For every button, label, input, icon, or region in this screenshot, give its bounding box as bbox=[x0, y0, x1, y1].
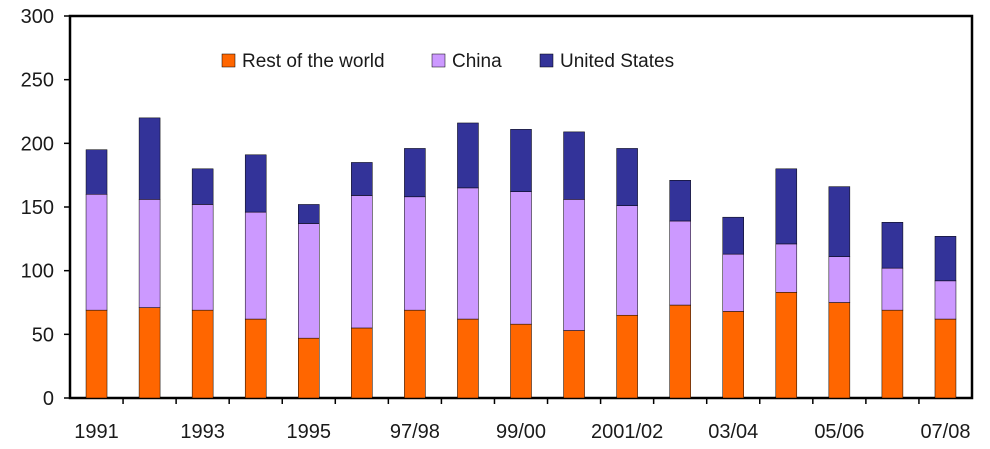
bar-segment-united-states bbox=[616, 148, 638, 206]
bar-segment-rest-of-the-world bbox=[563, 330, 585, 399]
bar-segment-rest-of-the-world bbox=[669, 304, 691, 399]
x-axis: 1991 1993 1995 97/98 99/00 2001/02 03/04 05/06 0… bbox=[74, 398, 971, 443]
x-tick-label: 1993 bbox=[180, 421, 225, 443]
bar-segment-united-states bbox=[138, 117, 161, 200]
bars bbox=[85, 117, 957, 399]
bar-segment-rest-of-the-world bbox=[351, 327, 373, 399]
legend-swatch-united-states bbox=[539, 53, 554, 68]
bar-segment-united-states bbox=[722, 216, 744, 255]
legend-swatch-rest-of-the-world bbox=[221, 53, 236, 68]
bar-segment-china bbox=[775, 243, 798, 293]
bar-segment-rest-of-the-world bbox=[616, 314, 638, 399]
bar-segment-china bbox=[244, 211, 267, 320]
bar-segment-china bbox=[457, 187, 479, 320]
bar-segment-rest-of-the-world bbox=[298, 337, 320, 399]
bar-segment-united-states bbox=[244, 154, 267, 213]
bar-segment-united-states bbox=[191, 168, 214, 205]
bar-segment-china bbox=[669, 220, 691, 306]
y-tick-label: 0 bbox=[43, 388, 54, 410]
bar-segment-china bbox=[934, 280, 957, 320]
bar-segment-rest-of-the-world bbox=[934, 318, 957, 399]
bar-segment-united-states bbox=[85, 149, 108, 195]
x-tick-label: 03/04 bbox=[708, 421, 758, 443]
y-tick-label: 250 bbox=[21, 70, 54, 92]
bar-segment-united-states bbox=[669, 180, 691, 222]
bar-segment-rest-of-the-world bbox=[404, 309, 426, 399]
bar-segment-united-states bbox=[404, 148, 426, 198]
bar-segment-china bbox=[563, 199, 585, 331]
y-tick-label: 300 bbox=[21, 6, 54, 28]
x-tick-label: 05/06 bbox=[814, 421, 864, 443]
bar-segment-united-states bbox=[775, 168, 798, 245]
x-tick-label: 07/08 bbox=[920, 421, 970, 443]
bar-segment-china bbox=[616, 205, 638, 316]
y-axis: 0 50 100 150 200 250 300 bbox=[21, 6, 70, 410]
bar-segment-united-states bbox=[457, 122, 479, 189]
bar-segment-china bbox=[881, 267, 904, 311]
bar-segment-china bbox=[510, 191, 532, 325]
bar-segment-rest-of-the-world bbox=[244, 318, 267, 399]
bar-segment-china bbox=[298, 223, 320, 339]
bar-segment-united-states bbox=[298, 204, 320, 224]
x-tick-label: 99/00 bbox=[496, 421, 546, 443]
bar-segment-united-states bbox=[934, 236, 957, 282]
bar-segment-china bbox=[138, 199, 161, 308]
y-tick-label: 100 bbox=[21, 261, 54, 283]
x-tick-label: 97/98 bbox=[390, 421, 440, 443]
x-tick-label: 2001/02 bbox=[591, 421, 663, 443]
legend-swatch-china bbox=[431, 53, 446, 68]
x-tick-label: 1995 bbox=[287, 421, 332, 443]
y-tick-label: 200 bbox=[21, 133, 54, 155]
bar-segment-rest-of-the-world bbox=[775, 292, 798, 399]
bar-segment-united-states bbox=[510, 129, 532, 192]
bar-segment-rest-of-the-world bbox=[138, 307, 161, 399]
bar-segment-china bbox=[85, 194, 108, 311]
legend-label-china: China bbox=[452, 51, 502, 72]
bar-segment-rest-of-the-world bbox=[828, 302, 851, 399]
legend-label-united-states: United States bbox=[560, 51, 674, 72]
bar-segment-china bbox=[722, 253, 744, 312]
bar-segment-united-states bbox=[828, 186, 851, 257]
bar-segment-china bbox=[404, 196, 426, 311]
bar-segment-rest-of-the-world bbox=[85, 309, 108, 399]
bar-segment-china bbox=[351, 195, 373, 329]
bar-segment-rest-of-the-world bbox=[722, 311, 744, 399]
y-tick-label: 50 bbox=[32, 324, 54, 346]
bar-segment-rest-of-the-world bbox=[457, 318, 479, 399]
bar-segment-united-states bbox=[351, 162, 373, 196]
bar-segment-rest-of-the-world bbox=[191, 309, 214, 399]
legend: Rest of the world China United States bbox=[221, 51, 674, 72]
bar-segment-china bbox=[191, 204, 214, 311]
bar-segment-rest-of-the-world bbox=[881, 309, 904, 399]
legend-label-rest-of-the-world: Rest of the world bbox=[242, 51, 385, 72]
bar-segment-china bbox=[828, 256, 851, 303]
y-tick-label: 150 bbox=[21, 197, 54, 219]
bar-segment-united-states bbox=[881, 222, 904, 269]
bar-segment-united-states bbox=[563, 131, 585, 200]
x-tick-label: 1991 bbox=[74, 421, 119, 443]
bar-segment-rest-of-the-world bbox=[510, 323, 532, 399]
